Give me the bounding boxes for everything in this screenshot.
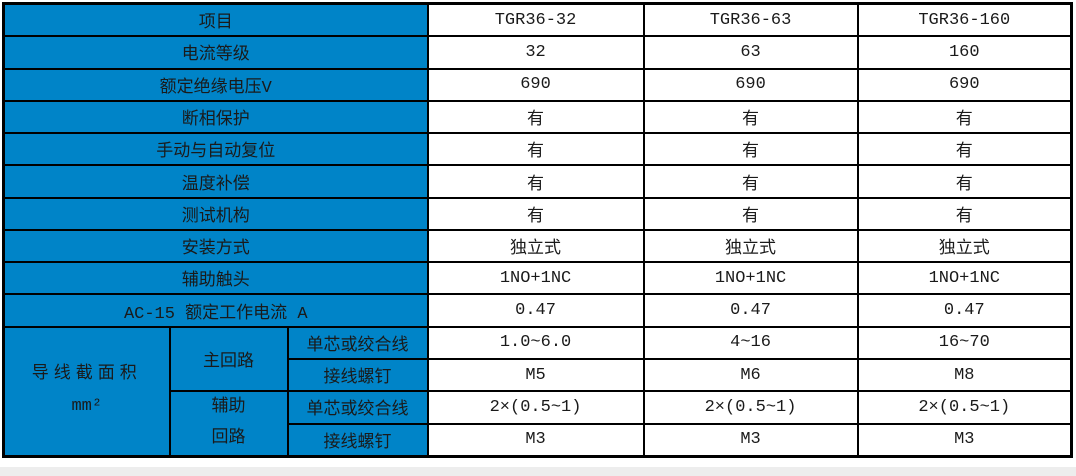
table-row: 辅助触头 1NO+1NC 1NO+1NC 1NO+1NC	[2, 261, 1073, 296]
row-label-current-rating: 电流等级	[2, 35, 429, 70]
value-cell: 有	[426, 164, 645, 199]
model-header-cell: TGR36-160	[856, 2, 1073, 38]
value-cell: 有	[856, 196, 1073, 231]
table-row: 辅助 回路 单芯或绞合线 2×(0.5~1) 2×(0.5~1) 2×(0.5~…	[4, 390, 1073, 458]
value-cell: 0.47	[856, 293, 1073, 328]
table-row: 导线截面积 mm² 主回路 单芯或绞合线 1.0~6.0 4~16 16~70	[2, 325, 1073, 458]
value-cell: 690	[856, 67, 1073, 102]
table-row: 手动与自动复位 有 有 有	[2, 132, 1073, 167]
row-label-item: 项目	[2, 2, 429, 38]
value-cell: 1.0~6.0	[426, 325, 645, 361]
sub-row-label-terminal-screw: 接线螺钉	[286, 357, 429, 393]
value-cell: 有	[642, 164, 859, 199]
sub-row-label-single-or-stranded-wire: 单芯或绞合线	[286, 325, 429, 361]
value-cell: 160	[856, 35, 1073, 70]
table-header-row: 项目 TGR36-32 TGR36-63 TGR36-160	[2, 2, 1073, 38]
table-row: 接线螺钉 M3 M3 M3	[4, 422, 1073, 458]
table-row: 测试机构 有 有 有	[2, 196, 1073, 231]
value-cell: 690	[426, 67, 645, 102]
table-row: 接线螺钉 M5 M6 M8	[4, 357, 1073, 393]
value-cell: 有	[856, 132, 1073, 167]
value-cell: M6	[642, 357, 859, 393]
row-label-test-mechanism: 测试机构	[2, 196, 429, 231]
row-label-mounting-type: 安装方式	[2, 228, 429, 264]
value-cell: M3	[642, 422, 859, 458]
value-cell: 16~70	[856, 325, 1073, 361]
value-cell: 有	[426, 196, 645, 231]
value-cell: 4~16	[642, 325, 859, 361]
value-cell: 2×(0.5~1)	[426, 390, 645, 425]
table-row: 额定绝缘电压V 690 690 690	[2, 67, 1073, 102]
row-label-temperature-compensation: 温度补偿	[2, 164, 429, 199]
value-cell: 有	[426, 132, 645, 167]
page-background-strip	[0, 467, 1076, 476]
row-label-insulation-voltage: 额定绝缘电压V	[2, 67, 429, 102]
value-cell: 2×(0.5~1)	[642, 390, 859, 425]
subgroup-label-aux-line1: 辅助	[211, 397, 246, 417]
value-cell: 独立式	[856, 228, 1073, 264]
value-cell: M3	[426, 422, 645, 458]
value-cell: 1NO+1NC	[856, 261, 1073, 296]
sub-row-label-single-or-stranded-wire: 单芯或绞合线	[286, 390, 429, 425]
row-label-auxiliary-contacts: 辅助触头	[2, 261, 429, 296]
value-cell: 有	[642, 99, 859, 135]
value-cell: 有	[642, 132, 859, 167]
value-cell: 有	[856, 164, 1073, 199]
row-label-manual-auto-reset: 手动与自动复位	[2, 132, 429, 167]
value-cell: 690	[642, 67, 859, 102]
group-label-line2: mm²	[71, 397, 103, 417]
value-cell: 2×(0.5~1)	[856, 390, 1073, 425]
value-cell: 独立式	[426, 228, 645, 264]
row-label-ac15-rated-current: AC-15 额定工作电流 A	[2, 293, 429, 328]
model-header-cell: TGR36-63	[642, 2, 859, 38]
table-row: 电流等级 32 63 160	[2, 35, 1073, 70]
value-cell: 32	[426, 35, 645, 70]
row-label-phase-failure-protection: 断相保护	[2, 99, 429, 135]
table-row: AC-15 额定工作电流 A 0.47 0.47 0.47	[2, 293, 1073, 328]
group-label-line1: 导线截面积	[31, 365, 142, 385]
value-cell: 独立式	[642, 228, 859, 264]
subgroup-label-aux-circuit: 辅助 回路	[168, 390, 289, 458]
model-header-cell: TGR36-32	[426, 2, 645, 38]
subgroup-label-aux-line2: 回路	[211, 429, 246, 449]
subgroup-label-main-circuit: 主回路	[168, 325, 289, 393]
value-cell: 有	[642, 196, 859, 231]
value-cell: M3	[856, 422, 1073, 458]
spec-table: 项目 TGR36-32 TGR36-63 TGR36-160 电流等级 32 6…	[2, 2, 1074, 458]
value-cell: 有	[426, 99, 645, 135]
value-cell: 1NO+1NC	[426, 261, 645, 296]
table-row: 温度补偿 有 有 有	[2, 164, 1073, 199]
value-cell: 0.47	[426, 293, 645, 328]
table-row: 断相保护 有 有 有	[2, 99, 1073, 135]
sub-row-label-terminal-screw: 接线螺钉	[286, 422, 429, 458]
value-cell: M8	[856, 357, 1073, 393]
value-cell: M5	[426, 357, 645, 393]
value-cell: 有	[856, 99, 1073, 135]
table-row: 安装方式 独立式 独立式 独立式	[2, 228, 1073, 264]
value-cell: 0.47	[642, 293, 859, 328]
group-label-wire-cross-section: 导线截面积 mm²	[2, 325, 171, 458]
value-cell: 63	[642, 35, 859, 70]
value-cell: 1NO+1NC	[642, 261, 859, 296]
